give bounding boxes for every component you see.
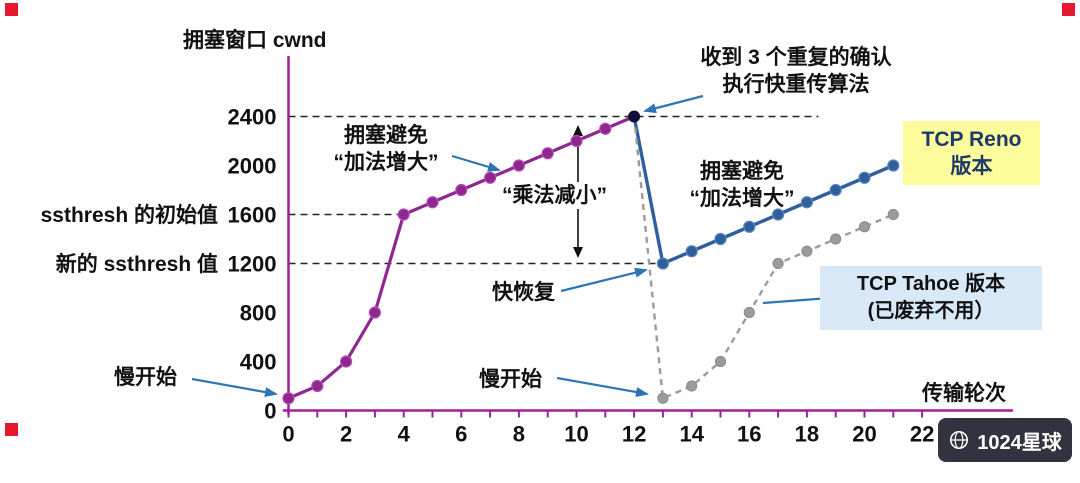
svg-text:14: 14 [679, 422, 704, 447]
legend-tcp-reno: TCP Reno 版本 [903, 121, 1040, 185]
svg-text:20: 20 [852, 422, 876, 447]
annotation-fast-recovery: 快恢复 [492, 281, 555, 304]
crop-mark-top-right [1062, 3, 1075, 16]
x-axis-title: 传输轮次 [922, 382, 1006, 405]
annotation-triple-dup-ack: 收到 3 个重复的确认 执行快重传算法 [700, 46, 892, 96]
annotation-multiplicative-decrease: “乘法减小” [499, 182, 610, 209]
watermark: 1024星球 [938, 418, 1072, 462]
svg-text:0: 0 [282, 422, 294, 447]
svg-text:4: 4 [398, 422, 411, 447]
svg-text:400: 400 [240, 350, 277, 375]
svg-text:1200: 1200 [228, 252, 277, 277]
svg-text:10: 10 [564, 422, 588, 447]
svg-text:22: 22 [910, 422, 934, 447]
crop-mark-top-left [5, 3, 18, 16]
svg-text:2: 2 [340, 422, 352, 447]
svg-text:12: 12 [622, 422, 646, 447]
svg-text:2400: 2400 [228, 105, 277, 130]
crop-mark-bottom-left [5, 423, 18, 436]
svg-text:800: 800 [240, 301, 277, 326]
legend-tcp-tahoe: TCP Tahoe 版本 (已废弃不用） [820, 266, 1042, 330]
annotation-slow-start-left: 慢开始 [114, 366, 177, 389]
svg-text:8: 8 [513, 422, 525, 447]
svg-text:16: 16 [737, 422, 761, 447]
svg-text:6: 6 [455, 422, 467, 447]
annotation-congestion-avoidance-1: 拥塞避免 “加法增大” [333, 124, 439, 174]
globe-icon [950, 430, 969, 450]
annotation-congestion-avoidance-2: 拥塞避免 “加法增大” [689, 160, 795, 210]
svg-text:2000: 2000 [228, 154, 277, 179]
svg-text:1600: 1600 [228, 203, 277, 228]
svg-text:18: 18 [795, 422, 819, 447]
annotation-ssthresh-initial: ssthresh 的初始值 [40, 204, 218, 227]
y-axis-title: 拥塞窗口 cwnd [183, 29, 327, 52]
annotation-slow-start-restart: 慢开始 [479, 368, 542, 391]
watermark-text: 1024星球 [977, 431, 1062, 454]
annotation-ssthresh-new: 新的 ssthresh 值 [55, 253, 218, 276]
svg-text:0: 0 [264, 399, 276, 424]
